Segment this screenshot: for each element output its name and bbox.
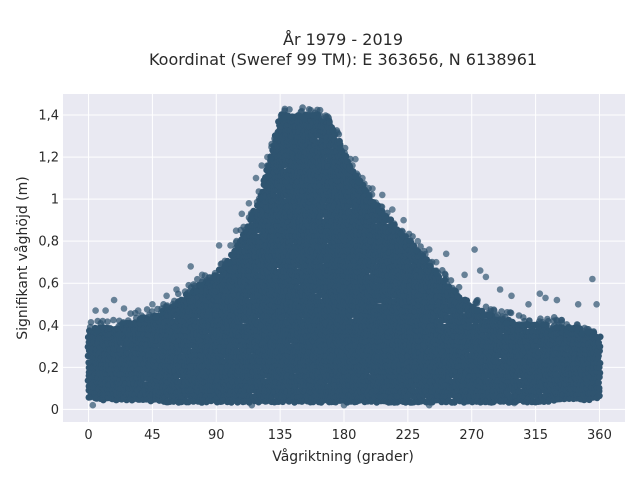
data-points bbox=[84, 104, 604, 409]
chart-title-line1: År 1979 - 2019 bbox=[283, 30, 403, 49]
chart-title-line2: Koordinat (Sweref 99 TM): E 363656, N 61… bbox=[149, 50, 537, 69]
